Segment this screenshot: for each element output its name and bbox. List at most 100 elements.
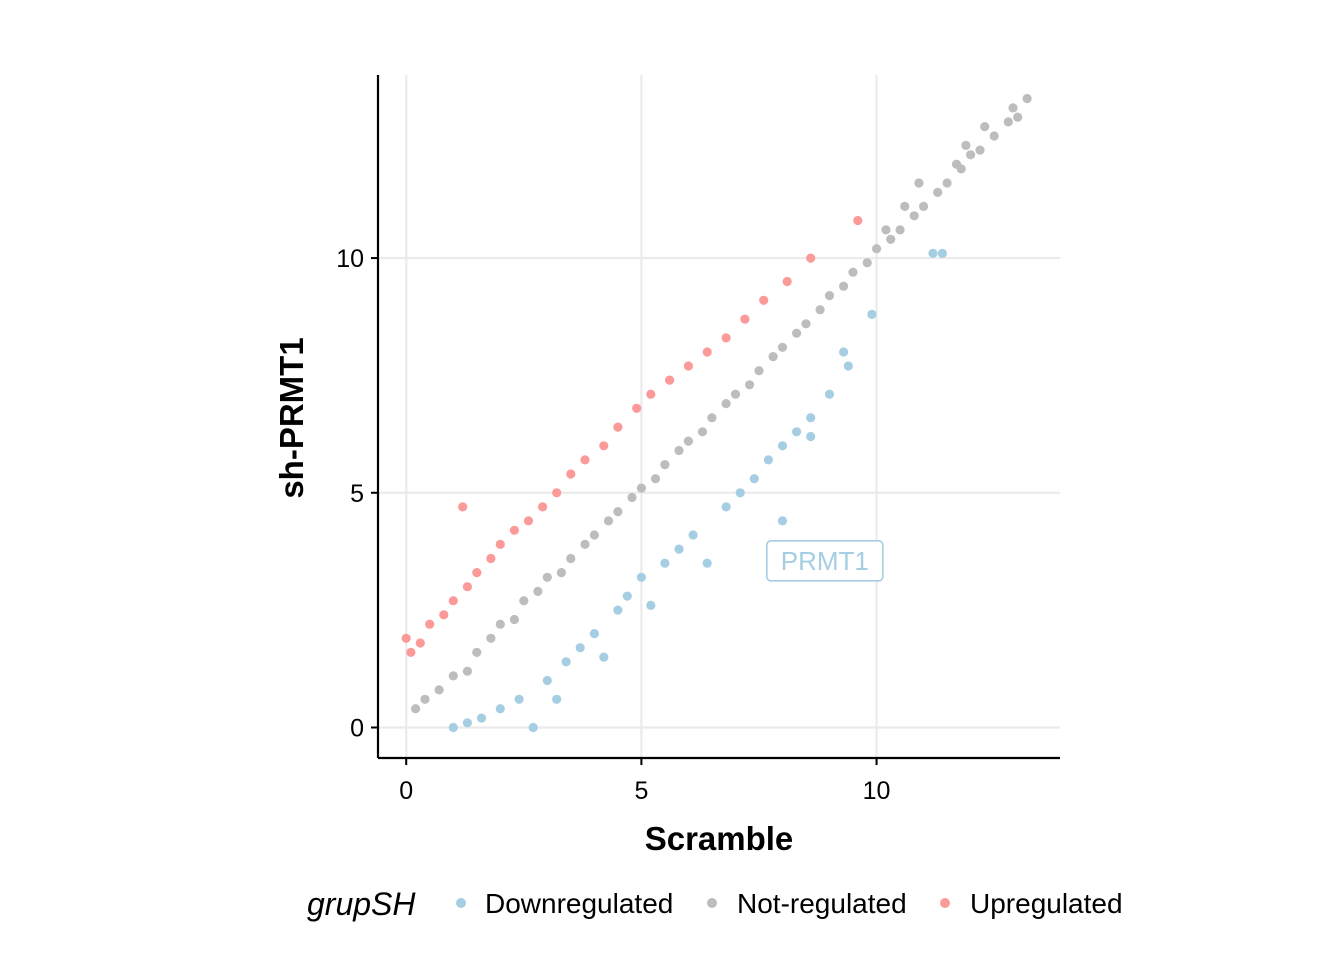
- point-downregulated: [599, 652, 609, 662]
- point-not-regulated: [486, 633, 496, 643]
- point-not-regulated: [533, 586, 543, 597]
- point-downregulated: [824, 389, 835, 399]
- point-downregulated: [867, 309, 877, 319]
- point-not-regulated: [509, 614, 519, 625]
- point-downregulated: [542, 675, 552, 686]
- point-not-regulated: [768, 352, 778, 362]
- point-not-regulated: [961, 140, 971, 150]
- point-downregulated: [937, 248, 948, 258]
- point-downregulated: [928, 248, 938, 258]
- point-upregulated: [702, 347, 712, 357]
- point-not-regulated: [895, 225, 905, 235]
- point-upregulated: [632, 403, 642, 413]
- point-not-regulated: [603, 516, 614, 526]
- point-not-regulated: [839, 281, 849, 291]
- point-not-regulated: [914, 178, 924, 188]
- point-downregulated: [688, 530, 698, 540]
- point-downregulated: [589, 629, 600, 639]
- point-downregulated: [575, 643, 585, 653]
- point-upregulated: [439, 610, 449, 620]
- point-upregulated: [495, 539, 505, 550]
- point-not-regulated: [627, 492, 637, 503]
- point-upregulated: [782, 276, 792, 287]
- legend-key-downregulated: [456, 898, 466, 908]
- point-not-regulated: [754, 366, 764, 376]
- legend-label-downregulated: Downregulated: [485, 888, 673, 919]
- annotation-label: PRMT1: [781, 546, 869, 576]
- point-upregulated: [523, 516, 534, 526]
- point-downregulated: [806, 431, 816, 442]
- point-not-regulated: [589, 530, 600, 540]
- point-downregulated: [613, 605, 623, 615]
- x-axis-title: Scramble: [645, 820, 794, 857]
- point-not-regulated: [942, 178, 952, 188]
- point-not-regulated: [886, 234, 896, 244]
- point-upregulated: [740, 314, 750, 324]
- y-tick-label: 10: [336, 245, 364, 273]
- point-not-regulated: [636, 483, 647, 493]
- point-not-regulated: [909, 211, 919, 221]
- point-not-regulated: [697, 427, 708, 437]
- data-points: [401, 93, 1032, 733]
- point-downregulated: [777, 441, 788, 451]
- point-not-regulated: [1008, 103, 1018, 113]
- point-upregulated: [853, 215, 863, 226]
- point-not-regulated: [966, 150, 976, 160]
- point-downregulated: [448, 722, 458, 733]
- point-not-regulated: [721, 399, 731, 409]
- point-not-regulated: [613, 507, 623, 517]
- point-upregulated: [425, 619, 435, 629]
- legend-key-not-regulated: [707, 898, 717, 908]
- x-tick-label: 10: [863, 777, 891, 805]
- point-not-regulated: [411, 704, 421, 714]
- point-downregulated: [806, 413, 816, 423]
- point-downregulated: [528, 722, 538, 733]
- point-downregulated: [721, 502, 731, 512]
- point-not-regulated: [989, 131, 999, 141]
- point-upregulated: [458, 502, 468, 512]
- point-not-regulated: [650, 474, 661, 484]
- point-upregulated: [683, 361, 694, 371]
- point-not-regulated: [580, 539, 590, 550]
- point-not-regulated: [683, 436, 694, 446]
- point-downregulated: [843, 361, 853, 371]
- point-upregulated: [448, 596, 458, 606]
- point-upregulated: [665, 375, 675, 385]
- point-downregulated: [749, 474, 759, 484]
- point-not-regulated: [862, 258, 872, 268]
- point-upregulated: [462, 582, 472, 592]
- point-upregulated: [566, 469, 576, 479]
- point-downregulated: [792, 427, 802, 437]
- x-tick-label: 5: [634, 777, 648, 805]
- annotation-box: [766, 540, 884, 582]
- point-downregulated: [514, 694, 524, 704]
- legend-label-not-regulated: Not-regulated: [737, 888, 907, 919]
- point-not-regulated: [448, 671, 458, 681]
- point-not-regulated: [1013, 112, 1023, 122]
- point-not-regulated: [801, 319, 811, 329]
- point-not-regulated: [881, 225, 891, 235]
- point-upregulated: [538, 502, 548, 512]
- point-not-regulated: [519, 596, 529, 606]
- point-not-regulated: [542, 572, 552, 582]
- point-not-regulated: [980, 122, 990, 132]
- tick-marks: 0 5 10 0 5 10: [336, 245, 890, 805]
- legend-label-upregulated: Upregulated: [970, 888, 1123, 919]
- grid-lines: [378, 75, 1060, 758]
- point-upregulated: [406, 647, 416, 658]
- point-not-regulated: [420, 694, 430, 704]
- point-downregulated: [495, 704, 505, 714]
- point-not-regulated: [674, 445, 684, 456]
- point-not-regulated: [462, 666, 472, 676]
- point-downregulated: [552, 694, 562, 704]
- point-upregulated: [599, 441, 609, 451]
- point-not-regulated: [556, 568, 567, 578]
- point-downregulated: [636, 572, 647, 582]
- point-downregulated: [561, 657, 571, 667]
- point-not-regulated: [1022, 93, 1032, 104]
- point-downregulated: [839, 347, 849, 357]
- point-downregulated: [674, 544, 684, 554]
- point-not-regulated: [792, 328, 802, 338]
- point-not-regulated: [975, 145, 985, 155]
- y-axis-title: sh-PRMT1: [273, 337, 310, 498]
